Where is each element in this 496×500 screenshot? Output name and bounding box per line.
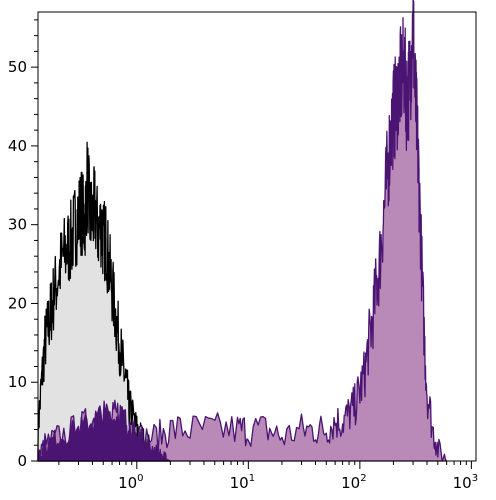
series-overlap-area (37, 400, 172, 462)
x-tick-label: 103 (453, 473, 478, 492)
y-tick-label: 30 (8, 216, 27, 234)
x-tick-label: 100 (118, 473, 143, 492)
y-tick-label: 0 (17, 452, 27, 470)
x-tick-label: 101 (230, 473, 255, 492)
x-tick-label: 102 (341, 473, 366, 492)
x-axis: 100 101 102 103 (58, 461, 478, 492)
y-tick-label: 20 (8, 294, 27, 312)
y-tick-label: 10 (8, 373, 27, 391)
y-tick-label: 40 (8, 137, 27, 155)
plot-area (37, 0, 448, 462)
y-axis: 0 10 20 30 40 50 (8, 19, 38, 470)
series-control-area (37, 141, 172, 462)
plot-frame (37, 11, 477, 462)
y-tick-label: 50 (8, 58, 27, 76)
